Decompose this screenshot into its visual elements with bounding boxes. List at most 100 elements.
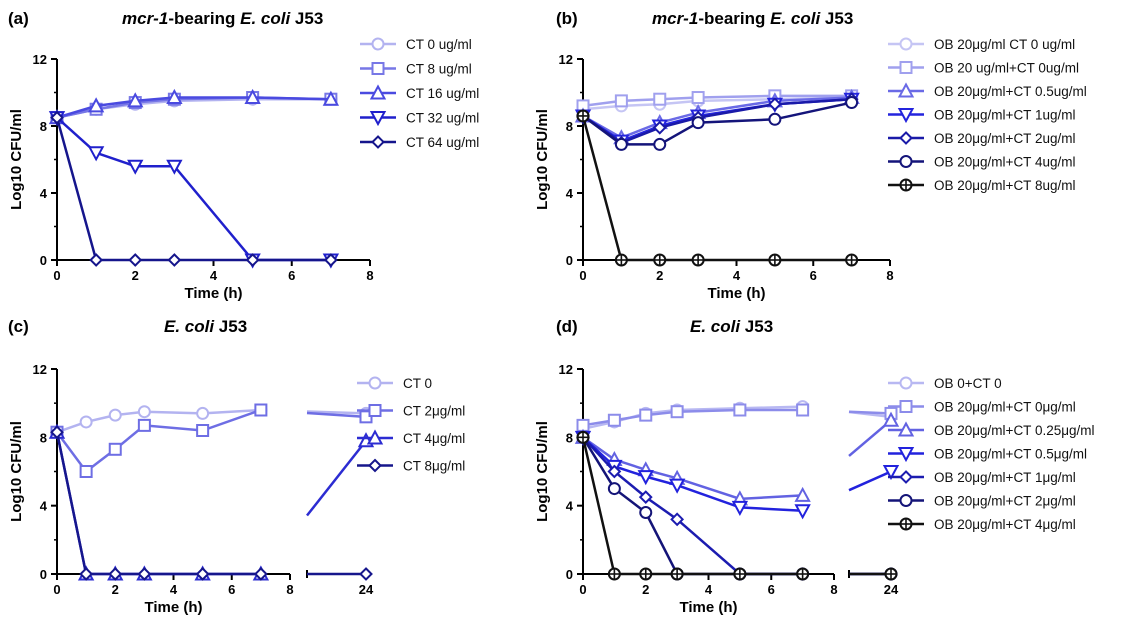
chart-panel-b: 0 4 8 12 0 2 4 6 8 Time (h) Log10 CFU/ml OB 20μg/ml… bbox=[534, 37, 1087, 302]
legend-label: CT 2μg/ml bbox=[403, 404, 465, 419]
x-tick-label: 2 bbox=[112, 582, 119, 597]
legend-entry: OB 20μg/ml+CT 2μg/ml bbox=[888, 494, 1076, 509]
data-point bbox=[668, 478, 686, 494]
legend-label: OB 20μg/ml+CT 2μg/ml bbox=[934, 494, 1076, 509]
data-point bbox=[670, 512, 685, 527]
chart-title-part: E. coli bbox=[690, 317, 741, 336]
series-4 bbox=[50, 425, 373, 581]
y-tick-label: 12 bbox=[33, 362, 47, 377]
y-tick-label: 0 bbox=[40, 567, 47, 582]
legend-label: OB 20μg/ml+CT 0.25μg/ml bbox=[934, 423, 1095, 438]
y-tick-label: 8 bbox=[40, 119, 47, 134]
x-tick-label: 6 bbox=[288, 268, 295, 283]
data-point bbox=[196, 424, 210, 437]
series-2 bbox=[50, 403, 373, 478]
legend-entry: OB 20μg/ml+CT 2ug/ml bbox=[888, 131, 1075, 146]
data-point bbox=[87, 97, 105, 113]
series-1 bbox=[50, 403, 373, 439]
x-tick-label: 2 bbox=[656, 268, 663, 283]
chart-title-part: J53 bbox=[290, 9, 323, 28]
x-axis-title: Time (h) bbox=[707, 285, 765, 302]
data-point bbox=[127, 92, 144, 108]
y-tick-label: 0 bbox=[40, 253, 47, 268]
chart-title-part: mcr-1 bbox=[652, 9, 698, 28]
chart-title-part: J53 bbox=[820, 9, 853, 28]
x-tick-label: 4 bbox=[705, 582, 713, 597]
legend-label: OB 20μg/ml+CT 0μg/ml bbox=[934, 400, 1076, 415]
legend-label: OB 20 ug/ml+CT 0ug/ml bbox=[934, 61, 1079, 76]
data-point bbox=[733, 403, 747, 417]
x-tick-label: 6 bbox=[810, 268, 817, 283]
legend-entry: CT 64 ug/ml bbox=[360, 135, 479, 150]
data-point bbox=[254, 403, 268, 417]
data-point bbox=[652, 120, 667, 135]
y-tick-label: 12 bbox=[33, 52, 47, 67]
data-point bbox=[322, 90, 340, 106]
legend-label: CT 16 ug/ml bbox=[406, 86, 479, 101]
series-line bbox=[55, 408, 262, 474]
x-tick-label: 4 bbox=[210, 268, 218, 283]
legend-entry: OB 20μg/ml+CT 0.25μg/ml bbox=[888, 421, 1095, 438]
data-point bbox=[731, 500, 749, 516]
data-point bbox=[653, 92, 667, 106]
data-point bbox=[323, 253, 338, 267]
legend-label: CT 4μg/ml bbox=[403, 431, 465, 446]
axes: 0 4 8 12 0 2 4 6 8 Time (h) Log10 CFU/ml bbox=[8, 52, 374, 302]
data-point bbox=[691, 116, 705, 130]
legend-entry: OB 20μg/ml+CT 1μg/ml bbox=[888, 470, 1076, 485]
y-tick-label: 8 bbox=[40, 430, 47, 445]
data-point bbox=[128, 253, 143, 267]
legend-entry: OB 0+CT 0 bbox=[888, 376, 1002, 391]
legend-label: OB 20μg/ml+CT 0.5ug/ml bbox=[934, 84, 1087, 99]
x-tick-label: 24 bbox=[884, 582, 899, 597]
legend-entry: CT 16 ug/ml bbox=[360, 84, 479, 101]
x-axis-title: Time (h) bbox=[184, 285, 242, 302]
data-point bbox=[882, 411, 900, 427]
legend-entry: OB 20μg/ml+CT 0μg/ml bbox=[888, 400, 1076, 415]
data-point bbox=[607, 464, 622, 479]
data-point bbox=[244, 88, 261, 105]
legend-entry: OB 20μg/ml+CT 1ug/ml bbox=[888, 108, 1075, 124]
legend-label: OB 20μg/ml+CT 4μg/ml bbox=[934, 517, 1076, 532]
data-point bbox=[87, 146, 105, 162]
chart-title-part: E. coli bbox=[240, 9, 291, 28]
data-point bbox=[108, 408, 122, 422]
data-point bbox=[108, 567, 123, 581]
series-line-after-break bbox=[306, 410, 367, 415]
panel-d-heading: (d) E. coli J53 bbox=[556, 317, 773, 336]
legend-entry: OB 20μg/ml+CT 0.5ug/ml bbox=[888, 82, 1087, 99]
legend-entry: OB 20μg/ml+CT 4μg/ml bbox=[888, 517, 1076, 532]
data-point bbox=[653, 137, 667, 151]
data-point bbox=[195, 567, 210, 581]
series-3 bbox=[48, 88, 340, 125]
y-tick-label: 0 bbox=[566, 253, 573, 268]
data-point bbox=[637, 470, 654, 486]
series-7 bbox=[576, 430, 898, 581]
x-tick-label: 6 bbox=[768, 582, 775, 597]
series-line bbox=[55, 117, 331, 262]
series-line bbox=[56, 96, 331, 119]
series-line bbox=[582, 436, 803, 501]
y-tick-label: 4 bbox=[40, 186, 48, 201]
data-point bbox=[50, 110, 64, 125]
y-axis-title: Log10 CFU/ml bbox=[534, 109, 551, 210]
legend-entry: CT 2μg/ml bbox=[357, 404, 465, 419]
axes: 0 4 8 12 0 2 4 6 8 Time (h) Log10 CFU/ml bbox=[534, 52, 894, 302]
data-point bbox=[166, 159, 183, 175]
panel-label: (d) bbox=[556, 317, 578, 336]
legend-label: CT 0 ug/ml bbox=[406, 37, 472, 52]
legend-label: OB 20μg/ml+CT 4ug/ml bbox=[934, 155, 1075, 170]
legend-label: OB 20μg/ml CT 0 ug/ml bbox=[934, 37, 1075, 52]
data-point bbox=[638, 490, 653, 505]
series-4 bbox=[48, 111, 340, 269]
legend-label: CT 32 ug/ml bbox=[406, 111, 479, 126]
series-line-after-break bbox=[306, 439, 367, 517]
data-point bbox=[137, 567, 152, 581]
data-point bbox=[79, 415, 93, 429]
data-point bbox=[79, 465, 93, 478]
legend-label: OB 20μg/ml+CT 2ug/ml bbox=[934, 131, 1075, 146]
y-axis-title: Log10 CFU/ml bbox=[8, 109, 25, 210]
